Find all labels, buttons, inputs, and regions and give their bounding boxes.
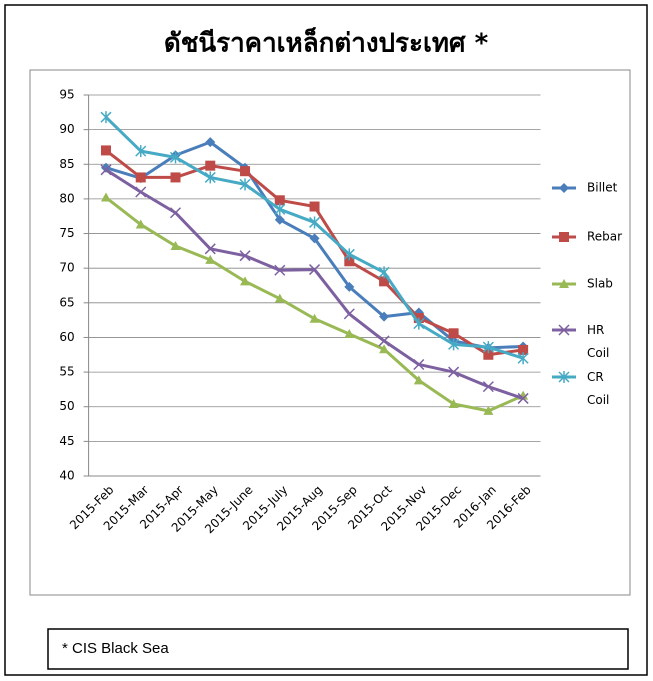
chart-frame bbox=[29, 69, 631, 596]
y-tick-label: 95 bbox=[59, 88, 74, 102]
y-tick-label: 45 bbox=[59, 434, 74, 448]
legend-marker bbox=[558, 324, 570, 336]
marker bbox=[309, 233, 320, 244]
footnote: * CIS Black Sea bbox=[62, 640, 169, 657]
marker bbox=[204, 243, 216, 255]
y-tick-label: 70 bbox=[59, 261, 74, 275]
y-tick-label: 75 bbox=[59, 226, 74, 240]
y-tick-label: 90 bbox=[59, 122, 74, 136]
marker bbox=[448, 398, 459, 408]
footnote-box bbox=[47, 628, 629, 670]
marker bbox=[517, 352, 529, 365]
marker bbox=[204, 171, 216, 184]
legend-marker bbox=[559, 183, 569, 193]
marker bbox=[100, 111, 112, 124]
marker bbox=[482, 381, 494, 393]
marker bbox=[170, 172, 181, 183]
marker bbox=[169, 207, 182, 219]
marker bbox=[413, 317, 425, 330]
marker bbox=[379, 311, 390, 322]
y-tick-label: 40 bbox=[59, 469, 74, 483]
outer-frame bbox=[4, 4, 648, 676]
marker bbox=[274, 293, 285, 303]
marker bbox=[169, 151, 182, 164]
legend-label: HR Coil bbox=[587, 323, 609, 360]
marker bbox=[518, 344, 529, 355]
marker bbox=[344, 328, 355, 338]
marker bbox=[378, 335, 390, 347]
marker bbox=[240, 166, 251, 177]
marker bbox=[170, 241, 181, 251]
marker bbox=[413, 358, 425, 371]
marker bbox=[379, 276, 390, 287]
y-tick-label: 80 bbox=[59, 191, 74, 205]
legend-label: Billet bbox=[587, 181, 618, 195]
series-line bbox=[105, 196, 524, 413]
marker bbox=[482, 341, 494, 354]
marker bbox=[344, 256, 355, 267]
marker bbox=[100, 164, 112, 176]
marker bbox=[379, 344, 390, 354]
marker bbox=[274, 214, 285, 225]
y-tick-label: 65 bbox=[59, 295, 74, 309]
series-line bbox=[105, 149, 524, 357]
y-tick-label: 60 bbox=[59, 330, 74, 344]
legend-label: Rebar bbox=[587, 230, 622, 244]
marker bbox=[135, 145, 147, 158]
marker bbox=[205, 137, 216, 148]
marker bbox=[274, 195, 285, 206]
marker bbox=[135, 219, 146, 229]
marker bbox=[343, 248, 355, 261]
marker bbox=[205, 254, 216, 264]
marker bbox=[135, 172, 146, 183]
marker bbox=[309, 216, 321, 229]
marker bbox=[344, 281, 355, 292]
legend-marker bbox=[558, 371, 570, 383]
marker bbox=[413, 375, 424, 385]
marker bbox=[274, 264, 286, 276]
marker bbox=[517, 392, 529, 404]
marker bbox=[483, 349, 494, 360]
legend-marker bbox=[559, 232, 569, 242]
marker bbox=[274, 203, 286, 216]
legend-marker bbox=[559, 279, 569, 288]
marker bbox=[205, 160, 216, 171]
marker bbox=[378, 266, 390, 279]
marker bbox=[309, 264, 321, 276]
marker bbox=[309, 313, 320, 323]
y-tick-label: 50 bbox=[59, 399, 74, 413]
marker bbox=[100, 192, 111, 202]
marker bbox=[309, 201, 320, 212]
chart-title: ดัชนีราคาเหล็กต่างประเทศ * bbox=[164, 27, 489, 59]
marker bbox=[240, 276, 251, 286]
marker bbox=[448, 338, 460, 351]
marker bbox=[448, 328, 459, 339]
marker bbox=[100, 145, 111, 156]
y-tick-label: 55 bbox=[59, 365, 74, 379]
marker bbox=[483, 405, 494, 415]
marker bbox=[343, 308, 355, 320]
marker bbox=[135, 186, 147, 198]
y-tick-label: 85 bbox=[59, 157, 74, 171]
marker bbox=[448, 366, 460, 378]
legend-label: Slab bbox=[587, 277, 613, 291]
legend-label: CR Coil bbox=[587, 370, 609, 407]
marker bbox=[239, 250, 251, 262]
marker bbox=[239, 178, 251, 191]
